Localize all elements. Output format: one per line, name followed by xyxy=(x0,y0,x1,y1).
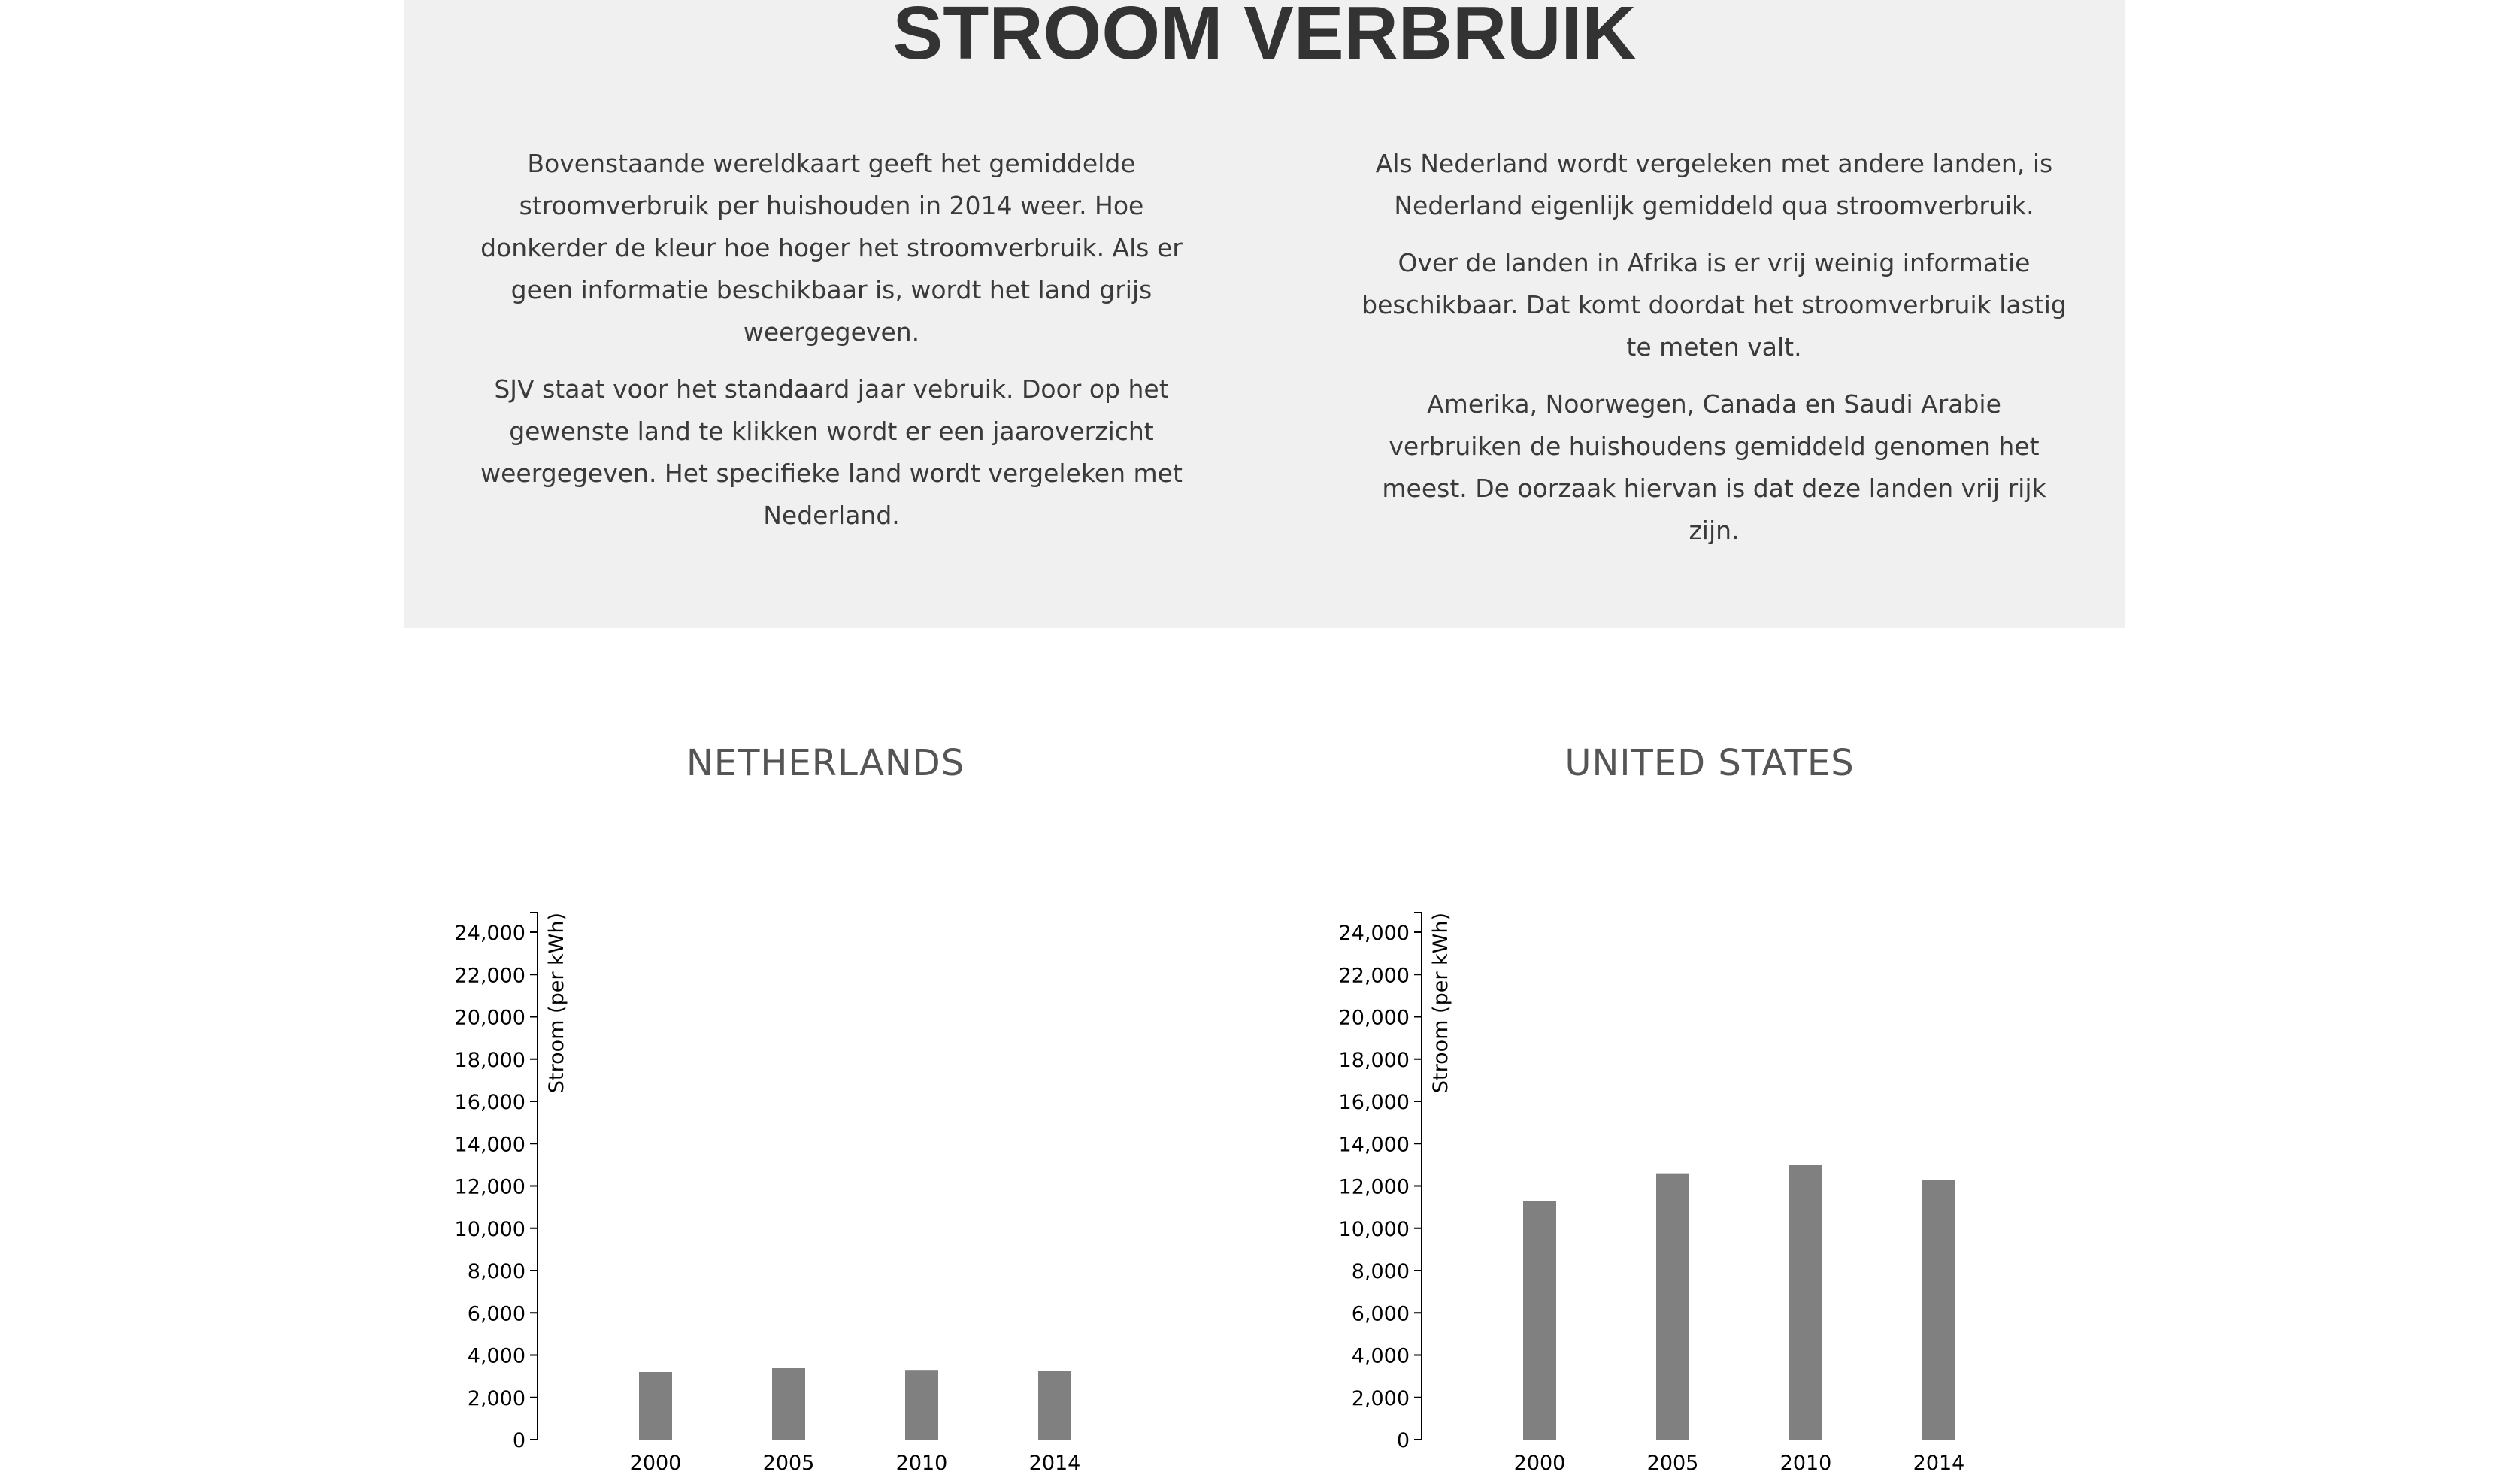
x-tick-label: 2014 xyxy=(1913,1452,1965,1472)
bar xyxy=(1922,1180,1955,1440)
intro-left-column: Bovenstaande wereldkaart geeft het gemid… xyxy=(478,143,1185,552)
chart-title-netherlands: NETHERLANDS xyxy=(686,742,965,784)
intro-paragraph: Over de landen in Afrika is er vrij wein… xyxy=(1361,248,2067,362)
x-tick-label: 2000 xyxy=(630,1452,682,1472)
netherlands-bar-chart: 0 2,000 4,000 6,000 8,000 10,000 12,000 14,000 1… xyxy=(455,912,1081,1472)
x-tick-label: 2010 xyxy=(896,1452,948,1472)
y-axis-line xyxy=(1414,912,1422,1440)
y-tick-label: 14,000 xyxy=(455,1133,526,1156)
y-axis-label: Stroom (per kWh) xyxy=(1429,913,1452,1093)
y-tick-label: 22,000 xyxy=(1339,964,1410,987)
bar xyxy=(772,1368,805,1440)
y-tick-label: 0 xyxy=(1397,1429,1410,1452)
page-title: STROOM VERBRUIK xyxy=(892,0,1637,75)
y-tick-label: 6,000 xyxy=(468,1302,526,1325)
intro-right-column: Als Nederland wordt vergeleken met ander… xyxy=(1361,143,2067,567)
y-tick-label: 18,000 xyxy=(455,1049,526,1072)
y-tick-label: 8,000 xyxy=(468,1260,526,1283)
y-axis-label: Stroom (per kWh) xyxy=(545,913,568,1093)
x-tick-label: 2014 xyxy=(1029,1452,1081,1472)
y-tick-label: 0 xyxy=(513,1429,526,1452)
y-tick-label: 14,000 xyxy=(1339,1133,1410,1156)
y-tick-label: 6,000 xyxy=(1352,1302,1410,1325)
y-tick-label: 8,000 xyxy=(1352,1260,1410,1283)
united-states-bar-chart: 0 2,000 4,000 6,000 8,000 10,000 12,000 14,000 1… xyxy=(1339,912,1965,1472)
bar xyxy=(1523,1201,1556,1440)
intro-paragraph: Amerika, Noorwegen, Canada en Saudi Arab… xyxy=(1382,389,2046,545)
y-tick-label: 4,000 xyxy=(1352,1345,1410,1368)
y-tick-label: 18,000 xyxy=(1339,1049,1410,1072)
x-tick-label: 2000 xyxy=(1514,1452,1566,1472)
y-axis-line xyxy=(530,912,538,1440)
chart-title-united-states: UNITED STATES xyxy=(1564,742,1855,784)
y-tick-label: 10,000 xyxy=(1339,1218,1410,1241)
y-tick-label: 2,000 xyxy=(468,1387,526,1410)
intro-paragraph: SJV staat voor het standaard jaar vebrui… xyxy=(480,374,1183,530)
y-tick-label: 22,000 xyxy=(455,964,526,987)
x-tick-label: 2010 xyxy=(1780,1452,1832,1472)
y-tick-label: 12,000 xyxy=(455,1176,526,1199)
y-tick-label: 2,000 xyxy=(1352,1387,1410,1410)
bar xyxy=(1038,1371,1071,1440)
y-tick-label: 12,000 xyxy=(1339,1176,1410,1199)
intro-panel: STROOM VERBRUIK Bovenstaande wereldkaart… xyxy=(404,0,2125,628)
bar xyxy=(1656,1173,1689,1440)
y-tick-label: 4,000 xyxy=(468,1345,526,1368)
bar xyxy=(1789,1165,1822,1440)
y-tick-label: 24,000 xyxy=(455,922,526,945)
x-tick-label: 2005 xyxy=(763,1452,815,1472)
intro-paragraph: Als Nederland wordt vergeleken met ander… xyxy=(1375,149,2053,220)
intro-paragraph: Bovenstaande wereldkaart geeft het gemid… xyxy=(480,149,1183,347)
y-tick-label: 16,000 xyxy=(455,1091,526,1114)
y-tick-label: 16,000 xyxy=(1339,1091,1410,1114)
y-tick-label: 20,000 xyxy=(455,1007,526,1030)
y-tick-label: 24,000 xyxy=(1339,922,1410,945)
x-tick-label: 2005 xyxy=(1647,1452,1699,1472)
y-tick-label: 10,000 xyxy=(455,1218,526,1241)
bar xyxy=(639,1372,672,1440)
y-tick-label: 20,000 xyxy=(1339,1007,1410,1030)
bar xyxy=(905,1370,938,1440)
